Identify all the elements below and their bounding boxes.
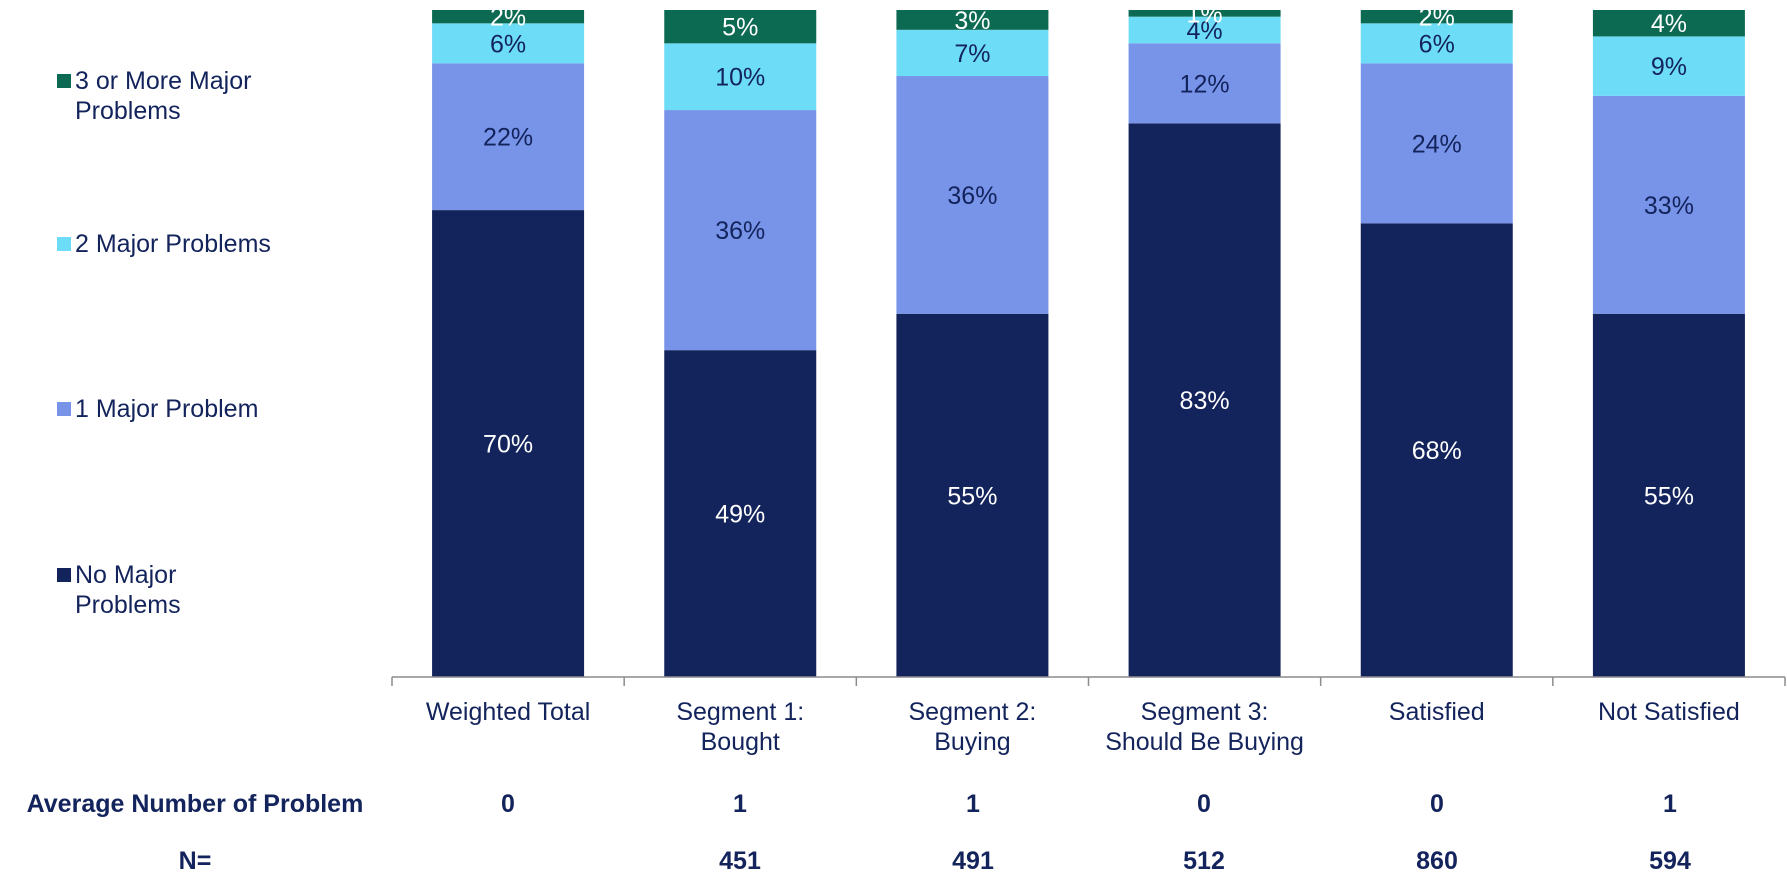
bar-segment bbox=[896, 29, 1049, 77]
data-label: 1% bbox=[1187, 0, 1223, 28]
data-label: 49% bbox=[715, 501, 765, 529]
data-label: 2% bbox=[490, 4, 526, 32]
bar-segment bbox=[1360, 23, 1513, 64]
data-label: 9% bbox=[1651, 53, 1687, 81]
data-label: 36% bbox=[947, 182, 997, 210]
data-label: 70% bbox=[483, 431, 533, 459]
data-label: 36% bbox=[715, 217, 765, 245]
legend-swatch bbox=[57, 568, 71, 582]
data-label: 68% bbox=[1412, 437, 1462, 465]
legend-swatch bbox=[57, 74, 71, 88]
x-tick-label: Segment 3: bbox=[1141, 698, 1269, 726]
legend-swatch bbox=[57, 402, 71, 416]
bar-segment bbox=[896, 10, 1049, 30]
data-label: 10% bbox=[715, 64, 765, 92]
data-label: 55% bbox=[1644, 482, 1694, 510]
sample-size-row: N= 451 491 512 860 594 bbox=[0, 843, 1787, 879]
bar-segment bbox=[1360, 10, 1513, 24]
sample-size-value: 491 bbox=[952, 847, 994, 875]
bar-segment bbox=[1128, 16, 1281, 44]
bar-segment bbox=[664, 10, 817, 44]
average-problems-row: Average Number of Problem 0 1 1 0 0 1 bbox=[0, 786, 1787, 822]
bar-segment bbox=[432, 63, 585, 211]
legend-label: 3 or More Major bbox=[75, 67, 252, 95]
data-label: 4% bbox=[1651, 10, 1687, 38]
legend-swatch bbox=[57, 237, 71, 251]
x-tick-label: Segment 1: bbox=[676, 698, 804, 726]
legend-label: Problems bbox=[75, 591, 181, 619]
sample-size-value: 512 bbox=[1183, 847, 1225, 875]
data-label: 24% bbox=[1412, 130, 1462, 158]
bar-segment bbox=[1128, 10, 1281, 17]
bar-segment bbox=[432, 23, 585, 64]
data-label: 5% bbox=[722, 14, 758, 42]
legend-item-no-major: No Major Problems bbox=[57, 560, 305, 620]
average-problems-label: Average Number of Problem bbox=[26, 790, 364, 818]
bar-segment bbox=[896, 76, 1049, 314]
sample-size-label: N= bbox=[178, 847, 212, 875]
legend-item-2-major: 2 Major Problems bbox=[57, 229, 305, 259]
sample-size-value: 451 bbox=[719, 847, 761, 875]
legend-label: No Major bbox=[75, 561, 177, 589]
data-label: 7% bbox=[954, 40, 990, 68]
x-tick-label: Bought bbox=[701, 728, 780, 756]
bar-segment bbox=[1360, 223, 1513, 677]
bar-segment bbox=[664, 43, 817, 111]
data-label: 2% bbox=[1419, 4, 1455, 32]
data-label: 12% bbox=[1180, 70, 1230, 98]
average-value: 0 bbox=[1197, 790, 1211, 818]
data-label: 22% bbox=[483, 124, 533, 152]
bar-segment bbox=[1360, 63, 1513, 224]
bar-segment bbox=[1592, 10, 1745, 37]
x-tick-label: Buying bbox=[934, 728, 1010, 756]
legend-label: Problems bbox=[75, 97, 181, 125]
chart-legend: 3 or More Major Problems 2 Major Problem… bbox=[57, 0, 337, 680]
average-value: 1 bbox=[966, 790, 980, 818]
sample-size-value: 860 bbox=[1416, 847, 1458, 875]
data-label: 6% bbox=[1419, 30, 1455, 58]
legend-item-3-or-more: 3 or More Major Problems bbox=[57, 66, 305, 126]
legend-item-1-major: 1 Major Problem bbox=[57, 394, 305, 424]
bar-segment bbox=[664, 350, 817, 677]
sample-size-value: 594 bbox=[1649, 847, 1691, 875]
legend-label: 1 Major Problem bbox=[75, 395, 259, 423]
bar-segment bbox=[432, 210, 585, 677]
average-value: 1 bbox=[733, 790, 747, 818]
average-value: 0 bbox=[1430, 790, 1444, 818]
average-value: 1 bbox=[1663, 790, 1677, 818]
bar-segment bbox=[1128, 123, 1281, 677]
x-tick-label: Weighted Total bbox=[426, 698, 590, 726]
bar-segment bbox=[1128, 43, 1281, 124]
x-tick-label: Should Be Buying bbox=[1105, 728, 1304, 756]
bar-segment bbox=[432, 10, 585, 24]
x-tick-label: Satisfied bbox=[1389, 698, 1485, 726]
data-label: 3% bbox=[954, 7, 990, 35]
data-label: 33% bbox=[1644, 192, 1694, 220]
bar-segment bbox=[1592, 313, 1745, 677]
x-tick-label: Not Satisfied bbox=[1598, 698, 1740, 726]
data-label: 4% bbox=[1187, 17, 1223, 45]
x-tick-label: Segment 2: bbox=[908, 698, 1036, 726]
average-value: 0 bbox=[501, 790, 515, 818]
data-label: 83% bbox=[1180, 387, 1230, 415]
bar-segment bbox=[896, 313, 1049, 677]
data-label: 55% bbox=[947, 482, 997, 510]
bar-segment bbox=[664, 110, 817, 351]
legend-label: 2 Major Problems bbox=[75, 230, 271, 258]
bar-segment bbox=[1592, 95, 1745, 314]
data-label: 6% bbox=[490, 30, 526, 58]
bar-segment bbox=[1592, 36, 1745, 96]
